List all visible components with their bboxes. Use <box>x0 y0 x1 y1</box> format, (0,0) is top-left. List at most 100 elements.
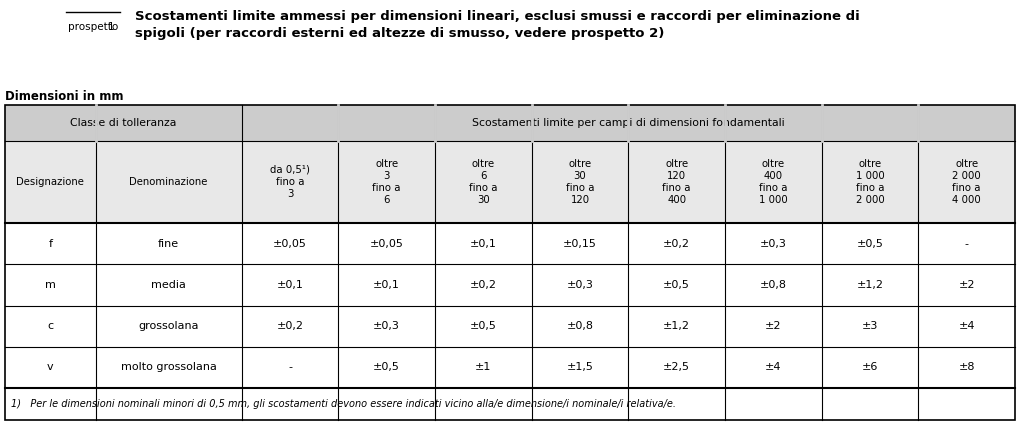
Bar <box>338 141 435 223</box>
Text: Classe di tolleranza: Classe di tolleranza <box>70 118 176 128</box>
Text: -: - <box>288 362 292 372</box>
Text: oltre
30
fino a
120: oltre 30 fino a 120 <box>565 159 594 205</box>
Bar <box>5 105 242 141</box>
Text: ±0,15: ±0,15 <box>563 239 597 249</box>
Text: ±6: ±6 <box>862 362 879 372</box>
Bar <box>338 223 435 264</box>
Text: ±0,05: ±0,05 <box>273 239 307 249</box>
Bar <box>821 141 919 223</box>
Text: oltre
400
fino a
1 000: oltre 400 fino a 1 000 <box>759 159 787 205</box>
Bar <box>5 264 95 306</box>
Text: ±2: ±2 <box>958 280 975 290</box>
Text: ±1,2: ±1,2 <box>664 321 690 331</box>
Text: ±4: ±4 <box>958 321 975 331</box>
Text: ±0,1: ±0,1 <box>470 239 497 249</box>
Bar <box>725 223 821 264</box>
Bar <box>5 223 95 264</box>
Text: Dimensioni in mm: Dimensioni in mm <box>5 90 124 103</box>
Text: ±0,8: ±0,8 <box>566 321 594 331</box>
Text: prospetto: prospetto <box>68 22 118 32</box>
Bar <box>821 223 919 264</box>
Text: ±0,3: ±0,3 <box>566 280 594 290</box>
Bar <box>629 264 725 306</box>
Bar <box>821 264 919 306</box>
Text: ±0,1: ±0,1 <box>276 280 303 290</box>
Bar <box>629 347 725 388</box>
Bar <box>821 306 919 347</box>
Text: fine: fine <box>158 239 179 249</box>
Bar <box>5 141 95 223</box>
Bar <box>5 388 1015 420</box>
Text: oltre
120
fino a
400: oltre 120 fino a 400 <box>663 159 691 205</box>
Text: ±0,2: ±0,2 <box>664 239 690 249</box>
Bar <box>531 264 629 306</box>
Text: media: media <box>152 280 186 290</box>
Bar <box>95 306 242 347</box>
Bar <box>919 264 1015 306</box>
Bar <box>242 141 338 223</box>
Bar <box>338 347 435 388</box>
Bar <box>919 223 1015 264</box>
Text: f: f <box>48 239 52 249</box>
Bar <box>919 347 1015 388</box>
Bar <box>95 223 242 264</box>
Bar <box>95 264 242 306</box>
Text: ±0,5: ±0,5 <box>664 280 690 290</box>
Bar <box>531 141 629 223</box>
Bar <box>242 306 338 347</box>
Text: ±0,8: ±0,8 <box>760 280 786 290</box>
Bar <box>338 264 435 306</box>
Bar <box>242 223 338 264</box>
Text: ±1: ±1 <box>475 362 492 372</box>
Text: ±0,2: ±0,2 <box>470 280 497 290</box>
Bar <box>5 347 95 388</box>
Text: molto grossolana: molto grossolana <box>121 362 216 372</box>
Bar <box>435 347 531 388</box>
Text: ±2,5: ±2,5 <box>664 362 690 372</box>
Bar <box>435 306 531 347</box>
Text: m: m <box>45 280 55 290</box>
Bar <box>242 347 338 388</box>
Bar <box>435 223 531 264</box>
Text: ±0,3: ±0,3 <box>760 239 786 249</box>
Text: -: - <box>965 239 969 249</box>
Bar <box>919 141 1015 223</box>
Text: ±4: ±4 <box>765 362 781 372</box>
Text: Scostamenti limite per campi di dimensioni fondamentali: Scostamenti limite per campi di dimensio… <box>472 118 784 128</box>
Bar <box>919 306 1015 347</box>
Bar <box>435 141 531 223</box>
Text: ±0,05: ±0,05 <box>370 239 403 249</box>
Text: grossolana: grossolana <box>138 321 199 331</box>
Bar <box>242 105 1015 141</box>
Bar <box>629 223 725 264</box>
Text: Designazione: Designazione <box>16 177 84 187</box>
Text: ±0,3: ±0,3 <box>373 321 400 331</box>
Bar <box>531 223 629 264</box>
Bar <box>338 306 435 347</box>
Text: oltre
1 000
fino a
2 000: oltre 1 000 fino a 2 000 <box>856 159 885 205</box>
Bar <box>629 306 725 347</box>
Bar <box>242 264 338 306</box>
Bar <box>435 264 531 306</box>
Text: da 0,5¹)
fino a
3: da 0,5¹) fino a 3 <box>270 165 310 199</box>
Bar <box>725 264 821 306</box>
Bar <box>5 306 95 347</box>
Text: ±1,5: ±1,5 <box>566 362 594 372</box>
Text: ±2: ±2 <box>765 321 781 331</box>
Text: oltre
2 000
fino a
4 000: oltre 2 000 fino a 4 000 <box>952 159 981 205</box>
Bar <box>821 347 919 388</box>
Text: 1: 1 <box>108 22 115 32</box>
Text: oltre
6
fino a
30: oltre 6 fino a 30 <box>469 159 498 205</box>
Text: Scostamenti limite ammessi per dimensioni lineari, esclusi smussi e raccordi per: Scostamenti limite ammessi per dimension… <box>135 10 860 40</box>
Text: ±3: ±3 <box>862 321 879 331</box>
Text: v: v <box>47 362 53 372</box>
Bar <box>95 347 242 388</box>
Bar <box>725 141 821 223</box>
Bar <box>725 306 821 347</box>
Bar <box>531 306 629 347</box>
Text: Denominazione: Denominazione <box>129 177 208 187</box>
Text: ±0,5: ±0,5 <box>470 321 497 331</box>
Bar <box>95 141 242 223</box>
Text: c: c <box>47 321 53 331</box>
Bar <box>629 141 725 223</box>
